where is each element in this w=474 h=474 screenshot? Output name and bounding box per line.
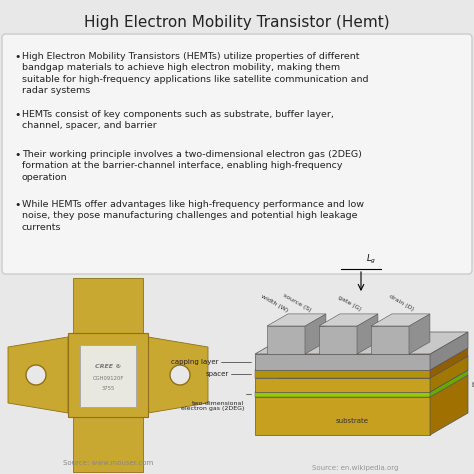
Polygon shape bbox=[267, 314, 326, 326]
Polygon shape bbox=[255, 370, 468, 392]
Polygon shape bbox=[430, 348, 468, 378]
Text: CGH09120F: CGH09120F bbox=[92, 376, 124, 382]
Polygon shape bbox=[255, 375, 468, 397]
Polygon shape bbox=[305, 314, 326, 354]
Text: •: • bbox=[14, 200, 20, 210]
Text: source (S): source (S) bbox=[283, 293, 312, 313]
Text: •: • bbox=[14, 52, 20, 62]
Text: •: • bbox=[14, 110, 20, 120]
Polygon shape bbox=[8, 337, 68, 413]
Text: While HEMTs offer advantages like high-frequency performance and low
noise, they: While HEMTs offer advantages like high-f… bbox=[22, 200, 364, 232]
Polygon shape bbox=[255, 370, 430, 378]
Polygon shape bbox=[267, 326, 305, 354]
Polygon shape bbox=[255, 348, 468, 370]
Polygon shape bbox=[430, 370, 468, 397]
Text: two-dimensional
electron gas (2DEG): two-dimensional electron gas (2DEG) bbox=[181, 401, 244, 411]
Polygon shape bbox=[371, 326, 409, 354]
Polygon shape bbox=[357, 314, 378, 354]
Polygon shape bbox=[319, 314, 378, 326]
Polygon shape bbox=[80, 345, 136, 407]
Text: High Electron Mobility Transistors (HEMTs) utilize properties of different
bandg: High Electron Mobility Transistors (HEMT… bbox=[22, 52, 368, 95]
Circle shape bbox=[26, 365, 46, 385]
Polygon shape bbox=[409, 314, 430, 354]
FancyBboxPatch shape bbox=[2, 34, 472, 274]
Text: Their working principle involves a two-dimensional electron gas (2DEG)
formation: Their working principle involves a two-d… bbox=[22, 150, 362, 182]
Polygon shape bbox=[255, 397, 430, 435]
Text: substrate: substrate bbox=[336, 418, 368, 424]
Polygon shape bbox=[148, 337, 208, 413]
Polygon shape bbox=[68, 333, 148, 417]
Polygon shape bbox=[73, 278, 143, 333]
Polygon shape bbox=[255, 332, 468, 354]
Text: gate (G): gate (G) bbox=[337, 294, 362, 311]
Polygon shape bbox=[255, 392, 430, 397]
Text: drain (D): drain (D) bbox=[388, 294, 415, 312]
Text: capping layer: capping layer bbox=[172, 359, 219, 365]
Polygon shape bbox=[255, 356, 468, 378]
Text: 3755: 3755 bbox=[101, 386, 115, 392]
Text: $L_g$: $L_g$ bbox=[366, 252, 376, 265]
Polygon shape bbox=[430, 375, 468, 435]
Polygon shape bbox=[255, 378, 430, 392]
Text: HEMTs consist of key components such as substrate, buffer layer,
channel, spacer: HEMTs consist of key components such as … bbox=[22, 110, 334, 130]
Polygon shape bbox=[371, 314, 430, 326]
Text: CREE ®: CREE ® bbox=[95, 365, 121, 370]
Polygon shape bbox=[255, 354, 430, 370]
Text: High Electron Mobility Transistor (Hemt): High Electron Mobility Transistor (Hemt) bbox=[84, 15, 390, 29]
Text: Source: www.mouser.com: Source: www.mouser.com bbox=[63, 460, 153, 466]
Text: •: • bbox=[14, 150, 20, 160]
Text: width (W): width (W) bbox=[260, 293, 288, 313]
Circle shape bbox=[170, 365, 190, 385]
Polygon shape bbox=[430, 332, 468, 370]
Text: Source: en.wikipedia.org: Source: en.wikipedia.org bbox=[312, 465, 398, 471]
Polygon shape bbox=[73, 417, 143, 472]
Text: barrier: barrier bbox=[471, 382, 474, 388]
Text: spacer: spacer bbox=[206, 371, 229, 377]
Polygon shape bbox=[430, 356, 468, 392]
Polygon shape bbox=[319, 326, 357, 354]
